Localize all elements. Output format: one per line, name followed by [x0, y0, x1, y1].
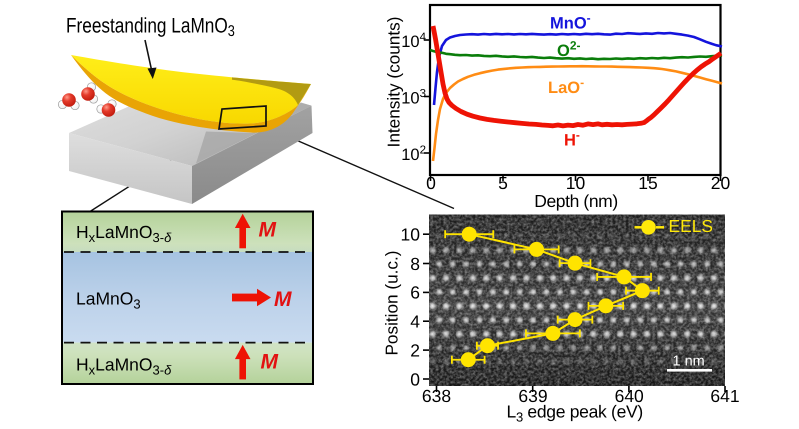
svg-text:641: 641 — [710, 386, 739, 406]
svg-text:LaO-: LaO- — [548, 76, 584, 98]
svg-text:103: 103 — [401, 88, 426, 108]
svg-text:2: 2 — [410, 340, 420, 360]
svg-text:M: M — [274, 288, 292, 311]
svg-text:HxLaMnO3-δ: HxLaMnO3-δ — [76, 222, 172, 245]
svg-text:639: 639 — [518, 386, 547, 406]
svg-text:L3 edge peak (eV): L3 edge peak (eV) — [507, 402, 643, 425]
svg-text:Intensity (counts): Intensity (counts) — [384, 17, 404, 148]
svg-text:10: 10 — [566, 173, 586, 193]
svg-text:102: 102 — [401, 144, 426, 164]
svg-text:Position (u.c.): Position (u.c.) — [382, 250, 402, 355]
svg-text:1 nm: 1 nm — [673, 353, 705, 369]
svg-text:MnO-: MnO- — [550, 11, 591, 33]
svg-text:4: 4 — [410, 312, 420, 332]
svg-text:Freestanding LaMnO3: Freestanding LaMnO3 — [66, 15, 235, 41]
svg-text:Depth (nm): Depth (nm) — [534, 191, 618, 211]
svg-text:638: 638 — [422, 386, 451, 406]
svg-text:10: 10 — [401, 225, 421, 245]
svg-text:20: 20 — [711, 173, 731, 193]
svg-text:0: 0 — [426, 173, 436, 193]
svg-text:EELS: EELS — [669, 216, 713, 236]
svg-text:104: 104 — [401, 31, 426, 51]
svg-text:HxLaMnO3-δ: HxLaMnO3-δ — [76, 355, 172, 378]
svg-text:M: M — [259, 219, 277, 242]
svg-text:6: 6 — [410, 283, 420, 303]
svg-text:640: 640 — [615, 386, 644, 406]
svg-text:0: 0 — [410, 369, 420, 389]
svg-text:LaMnO3: LaMnO3 — [76, 289, 141, 312]
svg-text:15: 15 — [638, 173, 657, 193]
svg-text:5: 5 — [498, 173, 508, 193]
svg-text:M: M — [261, 350, 279, 373]
svg-text:8: 8 — [410, 254, 420, 274]
